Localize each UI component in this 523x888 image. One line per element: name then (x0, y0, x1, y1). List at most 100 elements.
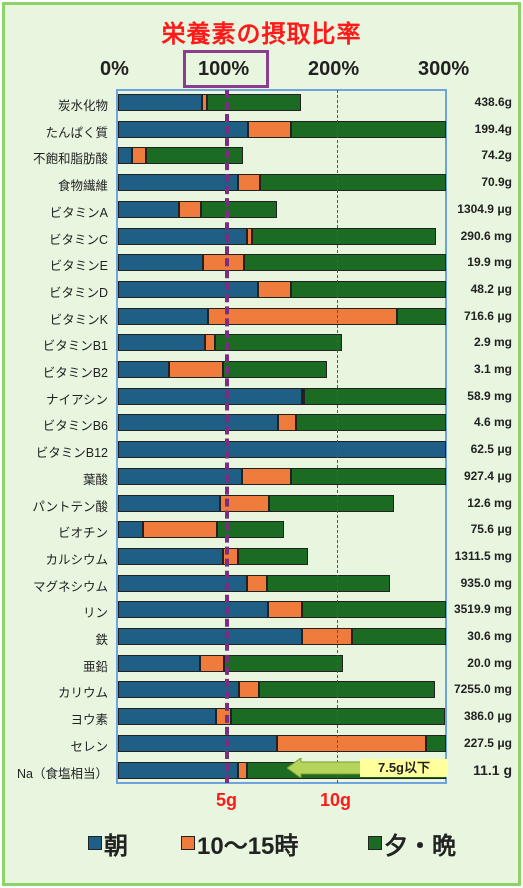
bar-segment-evening (217, 521, 285, 539)
category-label: 炭水化物 (57, 99, 108, 113)
category-label: 鉄 (95, 633, 108, 647)
bar-segment-midday (238, 761, 247, 779)
bar-segment-midday (239, 681, 260, 699)
bar-segment-midday (238, 174, 261, 192)
category-label: ビオチン (57, 526, 108, 541)
amount-label: 199.4g (474, 121, 512, 136)
bar-segment-evening (290, 120, 446, 138)
bar-segment-evening (268, 494, 394, 512)
bar-segment-evening (252, 227, 437, 245)
bar-segment-morning (118, 280, 258, 298)
category-label: 食物繊維 (57, 179, 108, 194)
bar-segment-midday (207, 307, 397, 325)
amount-label: 438.6g (474, 95, 512, 109)
bar-segment-morning (118, 574, 247, 592)
bar-segment-morning (118, 601, 268, 619)
category-label: 不飽和脂肪酸 (32, 152, 108, 167)
category-label: ビタミンE (49, 259, 108, 274)
bar-segment-midday (179, 200, 202, 218)
legend-swatch-midday (181, 836, 195, 850)
amount-label: 386.0 μg (463, 709, 512, 724)
amount-label: 716.6 μg (463, 308, 512, 323)
salt-limit-callout: 7.5g以下 (360, 759, 448, 777)
bar-segment-evening (290, 280, 446, 298)
amount-label: 19.9 mg (467, 255, 512, 270)
bar-segment-morning (118, 307, 208, 325)
category-label: ビタミンB12 (35, 446, 108, 461)
bar-segment-morning (118, 654, 200, 672)
bar-segment-evening (396, 307, 446, 325)
legend-label-evening: 夕・晩 (384, 833, 456, 860)
bar-segment-evening (206, 94, 301, 111)
bar-segment-midday (247, 227, 253, 245)
amount-label: 935.0 mg (460, 575, 512, 590)
category-label: パントテン酸 (32, 499, 108, 514)
amount-label: 927.4 μg (463, 468, 512, 483)
bar-segment-morning (118, 414, 278, 432)
bar-segment-midday (277, 414, 297, 432)
category-label: リン (82, 606, 108, 621)
amount-label: 7255.0 mg (453, 682, 512, 697)
bar-segment-midday (205, 334, 216, 352)
category-label: 葉酸 (82, 472, 108, 487)
bar-segment-midday (248, 120, 291, 138)
x-tick-200: 200% (308, 58, 360, 80)
amount-label: 70.9g (481, 175, 512, 190)
callout-arrow (287, 758, 363, 778)
bar-segment-morning (118, 547, 223, 565)
chart-title: 栄養素の摂取比率 (161, 21, 362, 48)
bar-segment-morning (118, 254, 204, 272)
amount-label: 11.1 g (473, 761, 512, 778)
legend-swatch-morning (88, 836, 102, 850)
bar-segment-morning (118, 441, 446, 459)
category-label: カリウム (57, 686, 108, 701)
category-label: ビタミンK (49, 312, 108, 327)
bar-segment-morning (118, 120, 249, 138)
bar-segment-morning (118, 734, 277, 752)
legend-label-midday: 10〜15時 (197, 833, 299, 860)
bar-segment-morning (118, 227, 247, 245)
category-label: 亜鉛 (82, 659, 108, 674)
bar-segment-morning (118, 494, 220, 512)
category-label: ビタミンD (48, 285, 108, 300)
bar-segment-morning (118, 628, 302, 645)
reference-line-100 (225, 90, 230, 783)
bar-segment-morning (118, 147, 133, 165)
amount-label: 1311.5 mg (454, 548, 512, 563)
bar-segment-morning (118, 681, 240, 699)
category-label: ヨウ素 (70, 713, 108, 728)
bar-segment-evening (303, 387, 446, 405)
bar-segment-midday (219, 494, 269, 512)
bar-segment-evening (266, 574, 391, 592)
bar-segment-midday (202, 94, 207, 111)
category-label: たんぱく質 (45, 125, 108, 140)
amount-label: 20.0 mg (467, 655, 512, 670)
bar-segment-evening (238, 547, 309, 565)
bar-segment-morning (118, 94, 203, 111)
amount-label: 3.1 mg (473, 362, 512, 376)
bar-segment-evening (296, 414, 446, 432)
bar-segment-midday (247, 574, 267, 592)
bar-segment-morning (118, 467, 242, 485)
bar-segment-evening (301, 601, 446, 619)
legend-label-morning: 朝 (104, 833, 128, 860)
category-label: ナイアシン (45, 392, 108, 407)
amount-label: 4.6 mg (473, 415, 512, 430)
amount-label: 58.9 mg (467, 388, 512, 403)
category-label: セレン (70, 739, 108, 754)
bar-segment-midday (267, 601, 302, 619)
amount-label: 227.5 μg (463, 735, 512, 750)
bar-segment-evening (426, 734, 446, 752)
x-tick-100: 100% (198, 58, 250, 80)
bar-segment-evening (222, 361, 327, 378)
sodium-marker-5g: 5g (216, 790, 238, 810)
bar-segment-morning (118, 761, 239, 779)
amount-label: 3519.9 mg (453, 602, 512, 617)
amount-label: 62.5 μg (470, 442, 512, 457)
bar-segment-midday (301, 628, 352, 645)
category-label: マグネシウム (32, 579, 108, 594)
bar-segment-midday (257, 280, 291, 298)
category-label: カルシウム (45, 552, 108, 567)
category-label: ビタミンB6 (42, 419, 108, 434)
bar-segment-evening (230, 708, 445, 726)
